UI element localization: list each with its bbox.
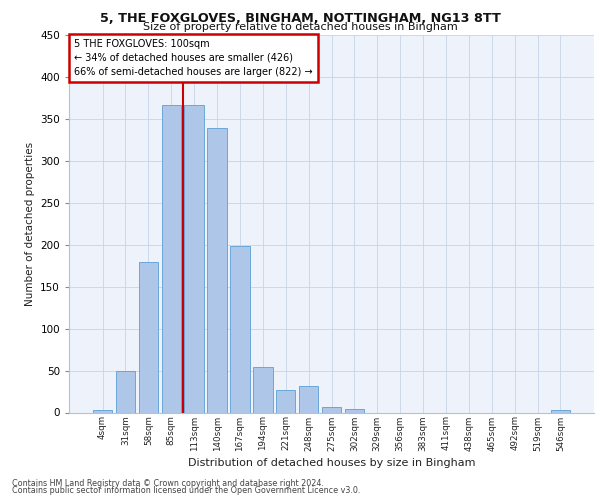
Bar — [253, 367, 272, 412]
Y-axis label: Number of detached properties: Number of detached properties — [25, 142, 35, 306]
Bar — [299, 386, 319, 412]
Bar — [230, 246, 250, 412]
Bar — [139, 262, 158, 412]
Bar — [208, 128, 227, 412]
Text: Size of property relative to detached houses in Bingham: Size of property relative to detached ho… — [143, 22, 457, 32]
Text: 5, THE FOXGLOVES, BINGHAM, NOTTINGHAM, NG13 8TT: 5, THE FOXGLOVES, BINGHAM, NOTTINGHAM, N… — [100, 12, 500, 24]
Text: Contains HM Land Registry data © Crown copyright and database right 2024.: Contains HM Land Registry data © Crown c… — [12, 478, 324, 488]
Bar — [276, 390, 295, 412]
X-axis label: Distribution of detached houses by size in Bingham: Distribution of detached houses by size … — [188, 458, 475, 468]
Bar — [322, 408, 341, 412]
Text: 5 THE FOXGLOVES: 100sqm
← 34% of detached houses are smaller (426)
66% of semi-d: 5 THE FOXGLOVES: 100sqm ← 34% of detache… — [74, 39, 313, 77]
Bar — [184, 106, 204, 412]
Bar — [161, 104, 181, 412]
Bar — [93, 410, 112, 412]
Bar — [344, 409, 364, 412]
Bar — [551, 410, 570, 412]
Text: Contains public sector information licensed under the Open Government Licence v3: Contains public sector information licen… — [12, 486, 361, 495]
Bar — [116, 372, 135, 412]
